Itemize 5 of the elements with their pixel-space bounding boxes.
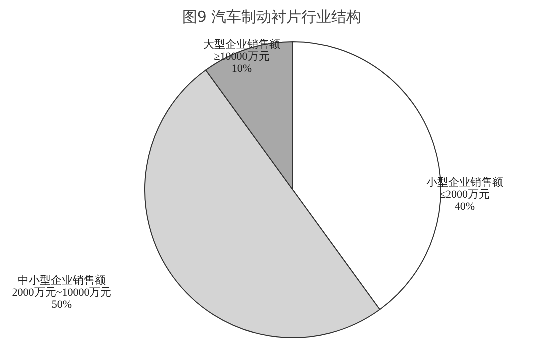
data-label: 50% <box>52 299 72 311</box>
data-label: 40% <box>454 201 476 213</box>
data-label: 10% <box>232 63 252 75</box>
chart-title: 图9 汽车制动衬片行业结构 <box>182 8 362 26</box>
slice-label: 中小型企业销售额 2000万元~10000万元 <box>12 274 112 299</box>
